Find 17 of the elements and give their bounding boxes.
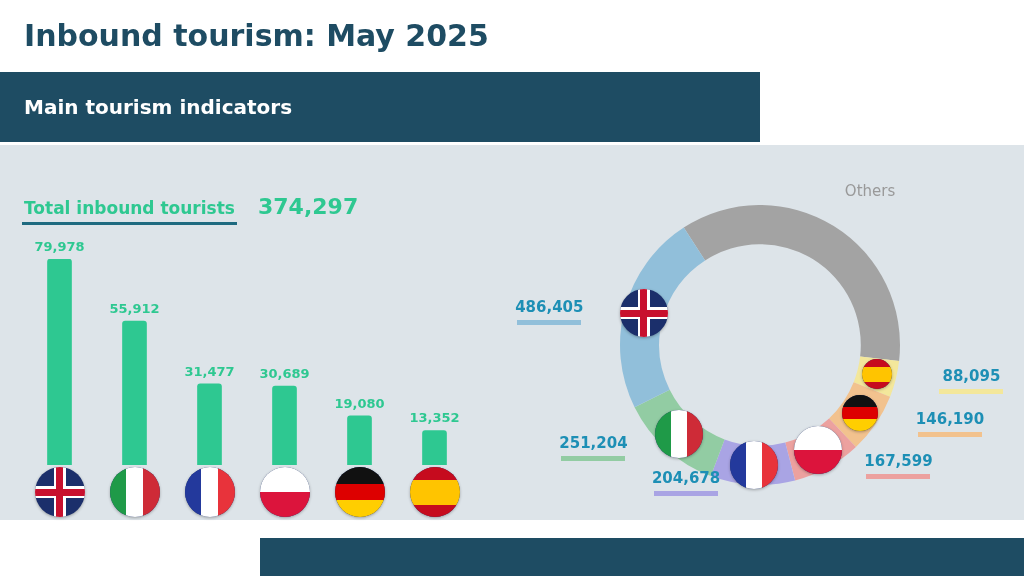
data-label: 55,912: [109, 300, 160, 316]
chart-title: Inbound tourism: May 2025: [24, 18, 489, 53]
data-label: 204,678: [650, 468, 722, 487]
data-label: 13,352: [409, 410, 460, 426]
data-label: 31,477: [184, 363, 235, 379]
data-label: 167,599: [863, 452, 934, 471]
text: 374,297: [258, 194, 359, 219]
text: Total inbound tourists: [24, 198, 235, 218]
data-label: 19,080: [334, 395, 385, 411]
data-label: 79,978: [34, 238, 85, 254]
data-label: 146,190: [914, 409, 986, 428]
data-label: 486,405: [514, 298, 585, 317]
data-label: 30,689: [259, 365, 310, 381]
slice-label: Others: [844, 182, 896, 200]
data-label: 88,095: [941, 366, 1002, 385]
data-label: 251,204: [558, 434, 629, 453]
chart-subtitle: Main tourism indicators: [24, 95, 293, 119]
